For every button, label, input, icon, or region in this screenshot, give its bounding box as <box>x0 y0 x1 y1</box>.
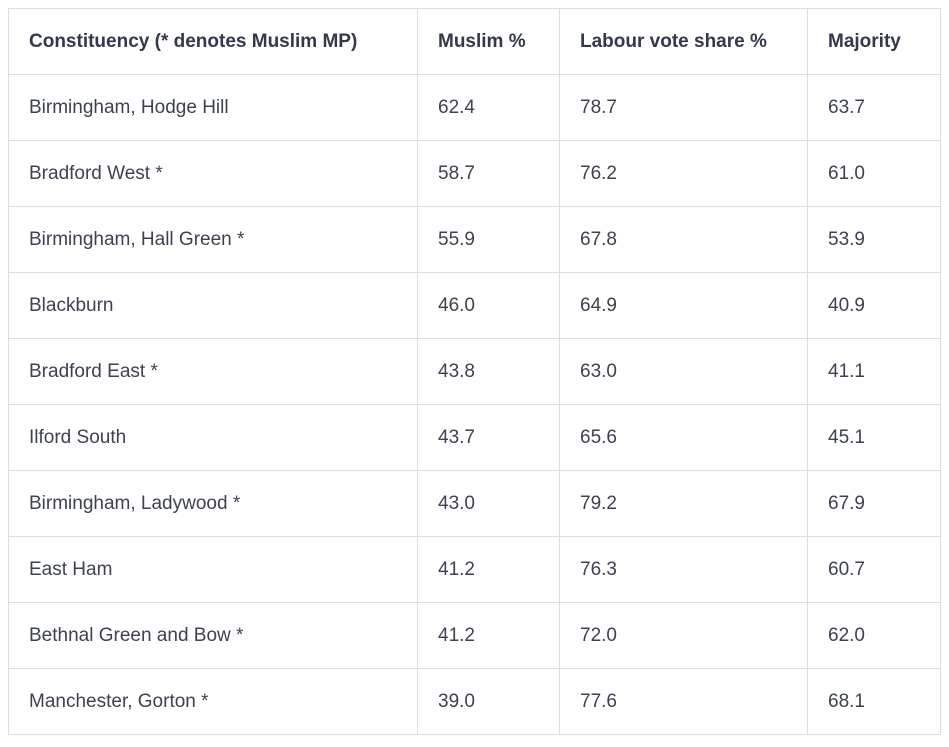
cell-constituency: Bethnal Green and Bow * <box>8 602 418 669</box>
cell-constituency: Birmingham, Hall Green * <box>8 206 418 273</box>
cell-constituency: Ilford South <box>8 404 418 471</box>
cell-labour-vote-share: 63.0 <box>559 338 808 405</box>
cell-labour-vote-share: 76.2 <box>559 140 808 207</box>
data-table-container: Constituency (* denotes Muslim MP) Musli… <box>8 8 941 735</box>
table-row: Bradford West * 58.7 76.2 61.0 <box>8 140 941 207</box>
cell-labour-vote-share: 72.0 <box>559 602 808 669</box>
table-row: Bethnal Green and Bow * 41.2 72.0 62.0 <box>8 602 941 669</box>
header-constituency: Constituency (* denotes Muslim MP) <box>8 8 418 75</box>
cell-majority: 68.1 <box>807 668 941 735</box>
cell-muslim-percent: 43.8 <box>417 338 560 405</box>
table-body: Birmingham, Hodge Hill 62.4 78.7 63.7 Br… <box>8 74 941 735</box>
cell-muslim-percent: 43.0 <box>417 470 560 537</box>
table-row: Birmingham, Hall Green * 55.9 67.8 53.9 <box>8 206 941 273</box>
cell-muslim-percent: 43.7 <box>417 404 560 471</box>
cell-majority: 67.9 <box>807 470 941 537</box>
cell-majority: 61.0 <box>807 140 941 207</box>
table-row: Birmingham, Hodge Hill 62.4 78.7 63.7 <box>8 74 941 141</box>
cell-labour-vote-share: 65.6 <box>559 404 808 471</box>
header-labour-vote-share: Labour vote share % <box>559 8 808 75</box>
cell-constituency: Bradford East * <box>8 338 418 405</box>
table-row: Bradford East * 43.8 63.0 41.1 <box>8 338 941 405</box>
header-muslim-percent: Muslim % <box>417 8 560 75</box>
cell-muslim-percent: 58.7 <box>417 140 560 207</box>
cell-muslim-percent: 55.9 <box>417 206 560 273</box>
table-header: Constituency (* denotes Muslim MP) Musli… <box>8 8 941 75</box>
cell-muslim-percent: 39.0 <box>417 668 560 735</box>
cell-muslim-percent: 41.2 <box>417 602 560 669</box>
table-row: Blackburn 46.0 64.9 40.9 <box>8 272 941 339</box>
cell-muslim-percent: 46.0 <box>417 272 560 339</box>
cell-majority: 53.9 <box>807 206 941 273</box>
cell-labour-vote-share: 79.2 <box>559 470 808 537</box>
data-table: Constituency (* denotes Muslim MP) Musli… <box>8 8 941 735</box>
cell-majority: 41.1 <box>807 338 941 405</box>
table-row: Ilford South 43.7 65.6 45.1 <box>8 404 941 471</box>
cell-labour-vote-share: 67.8 <box>559 206 808 273</box>
cell-labour-vote-share: 76.3 <box>559 536 808 603</box>
cell-muslim-percent: 62.4 <box>417 74 560 141</box>
table-row: Manchester, Gorton * 39.0 77.6 68.1 <box>8 668 941 735</box>
header-row: Constituency (* denotes Muslim MP) Musli… <box>8 8 941 75</box>
cell-majority: 40.9 <box>807 272 941 339</box>
cell-muslim-percent: 41.2 <box>417 536 560 603</box>
header-majority: Majority <box>807 8 941 75</box>
cell-labour-vote-share: 78.7 <box>559 74 808 141</box>
cell-constituency: Birmingham, Hodge Hill <box>8 74 418 141</box>
cell-majority: 60.7 <box>807 536 941 603</box>
cell-constituency: Bradford West * <box>8 140 418 207</box>
table-row: Birmingham, Ladywood * 43.0 79.2 67.9 <box>8 470 941 537</box>
cell-constituency: East Ham <box>8 536 418 603</box>
cell-constituency: Birmingham, Ladywood * <box>8 470 418 537</box>
cell-labour-vote-share: 64.9 <box>559 272 808 339</box>
table-row: East Ham 41.2 76.3 60.7 <box>8 536 941 603</box>
cell-constituency: Manchester, Gorton * <box>8 668 418 735</box>
cell-majority: 62.0 <box>807 602 941 669</box>
cell-majority: 63.7 <box>807 74 941 141</box>
cell-constituency: Blackburn <box>8 272 418 339</box>
cell-labour-vote-share: 77.6 <box>559 668 808 735</box>
cell-majority: 45.1 <box>807 404 941 471</box>
